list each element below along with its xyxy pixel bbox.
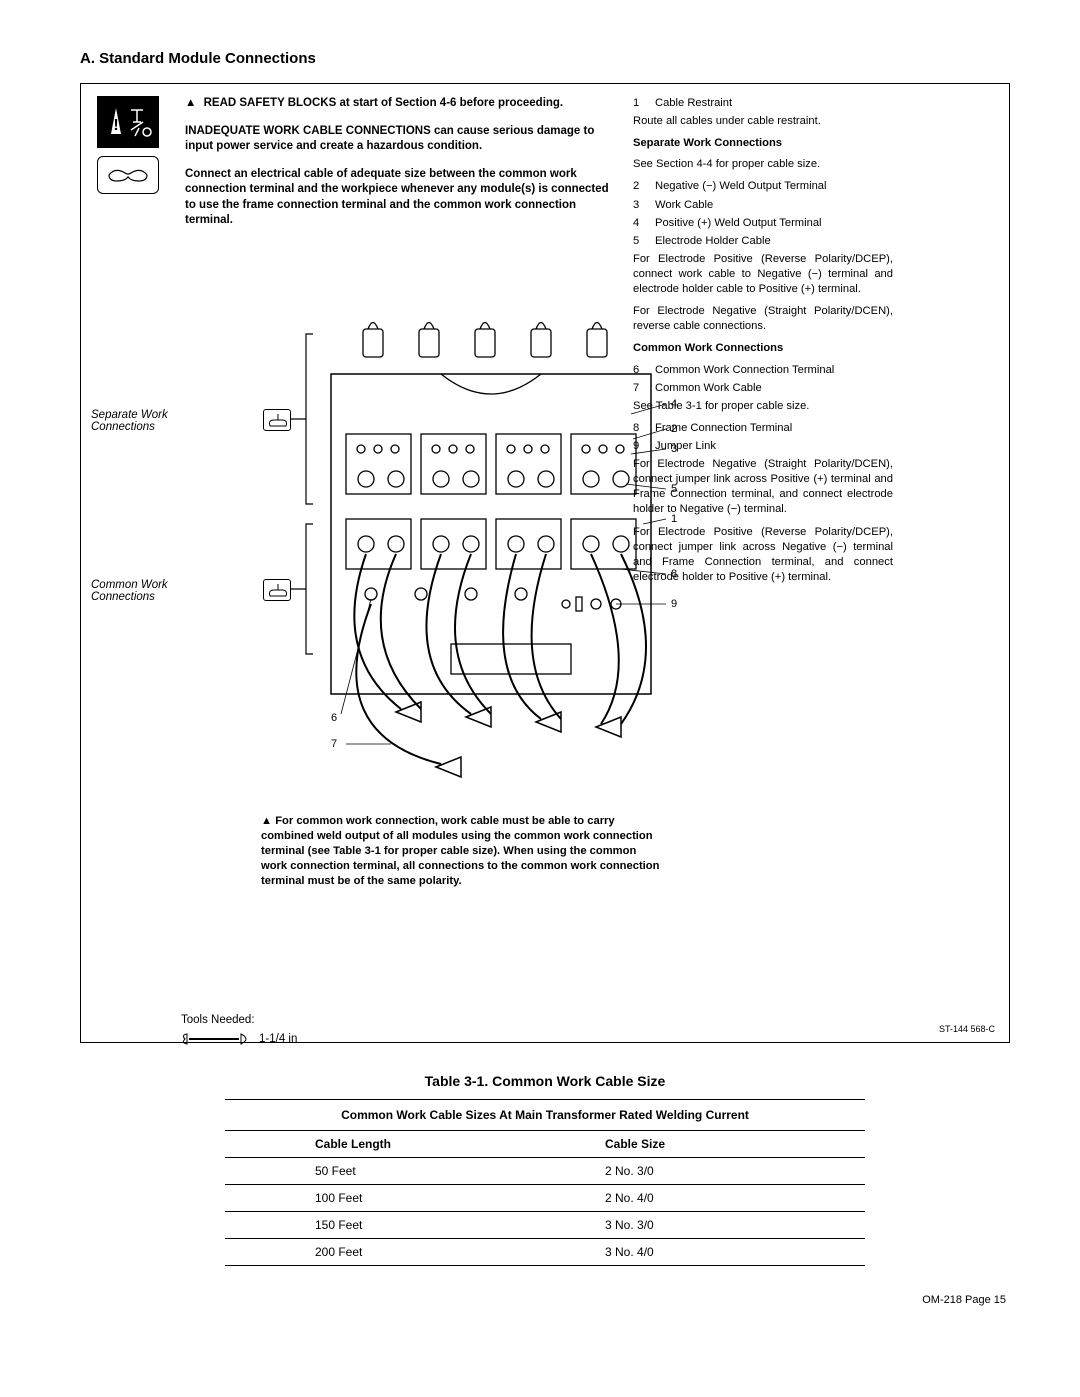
page-footer: OM-218 Page 15 bbox=[80, 1294, 1010, 1306]
legend-num: 4 bbox=[633, 216, 647, 231]
callout-8: 8 bbox=[671, 568, 677, 580]
table-row: 50 Feet2 No. 3/0 bbox=[225, 1158, 865, 1185]
legend-num: 3 bbox=[633, 198, 647, 213]
legend-para: Route all cables under cable restraint. bbox=[633, 114, 893, 129]
warning-text-3: Connect an electrical cable of adequate … bbox=[185, 168, 609, 227]
warning-triangle-icon: ▲ bbox=[261, 815, 272, 827]
diagram-label-separate: Separate Work Connections bbox=[91, 409, 181, 433]
table-header-merged: Common Work Cable Sizes At Main Transfor… bbox=[225, 1100, 865, 1131]
tools-label: Tools Needed: bbox=[181, 1014, 297, 1026]
cable-size-table: Common Work Cable Sizes At Main Transfor… bbox=[225, 1099, 865, 1266]
callout-4: 4 bbox=[671, 398, 677, 410]
table-col-size: Cable Size bbox=[545, 1131, 865, 1158]
table-col-length: Cable Length bbox=[225, 1131, 545, 1158]
wiring-diagram: Separate Work Connections Common Work Co… bbox=[171, 314, 711, 854]
svg-text:!: ! bbox=[113, 117, 118, 134]
callout-9: 9 bbox=[671, 598, 677, 610]
index-finger-icon bbox=[263, 409, 291, 431]
table-row: 100 Feet2 No. 4/0 bbox=[225, 1185, 865, 1212]
legend-text: Electrode Holder Cable bbox=[655, 234, 771, 249]
figure-box: ! ▲ READ SAFETY BLOCKS at start of Secti… bbox=[80, 83, 1010, 1043]
legend-para: For Electrode Positive (Reverse Polarity… bbox=[633, 252, 893, 297]
legend-num: 1 bbox=[633, 96, 647, 111]
lower-warning: ▲ For common work connection, work cable… bbox=[261, 814, 661, 890]
callout-3: 3 bbox=[671, 443, 677, 455]
legend-text: Positive (+) Weld Output Terminal bbox=[655, 216, 822, 231]
tools-needed: Tools Needed: 1-1/4 in bbox=[181, 1014, 297, 1046]
legend-subhead: Separate Work Connections bbox=[633, 136, 893, 151]
table-row: 150 Feet3 No. 3/0 bbox=[225, 1212, 865, 1239]
warning-text-2: INADEQUATE WORK CABLE CONNECTIONS can ca… bbox=[185, 125, 594, 153]
figure-ref-code: ST-144 568-C bbox=[939, 1024, 995, 1034]
safety-glasses-icon bbox=[97, 156, 159, 194]
table-title: Table 3-1. Common Work Cable Size bbox=[80, 1073, 1010, 1089]
legend-text: Cable Restraint bbox=[655, 96, 732, 111]
table-row: 200 Feet3 No. 4/0 bbox=[225, 1239, 865, 1266]
callout-5: 5 bbox=[671, 483, 677, 495]
icon-column: ! bbox=[97, 96, 167, 592]
shock-warning-icon: ! bbox=[97, 96, 159, 148]
diagram-label-common: Common Work Connections bbox=[91, 579, 181, 603]
callout-2: 2 bbox=[671, 423, 677, 435]
tools-size: 1-1/4 in bbox=[259, 1033, 297, 1045]
callout-1: 1 bbox=[671, 513, 677, 525]
callout-7: 7 bbox=[331, 738, 337, 750]
legend-num: 2 bbox=[633, 179, 647, 194]
index-finger-icon bbox=[263, 579, 291, 601]
section-title: A. Standard Module Connections bbox=[80, 50, 1010, 67]
callout-6: 6 bbox=[331, 712, 337, 724]
warning-triangle-icon: ▲ bbox=[185, 96, 196, 112]
legend-para: See Section 4-4 for proper cable size. bbox=[633, 157, 893, 172]
warning-text-1: READ SAFETY BLOCKS at start of Section 4… bbox=[204, 97, 564, 109]
legend-text: Negative (−) Weld Output Terminal bbox=[655, 179, 827, 194]
legend-text: Work Cable bbox=[655, 198, 713, 213]
legend-num: 5 bbox=[633, 234, 647, 249]
wrench-icon bbox=[181, 1032, 251, 1046]
